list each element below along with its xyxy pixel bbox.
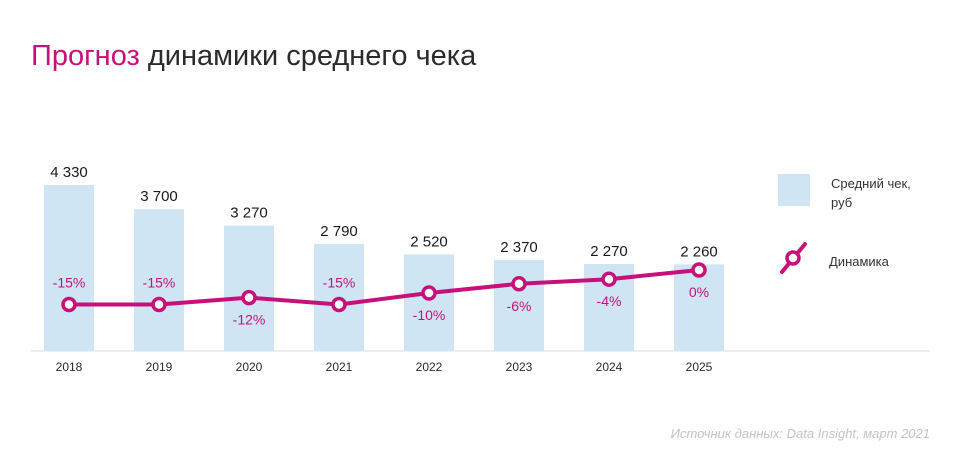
x-tick-label-2024: 2024 xyxy=(596,360,623,374)
dynamics-point-2024 xyxy=(601,271,617,287)
legend-bars-label: Средний чек, руб xyxy=(831,174,911,212)
bar-value-label-2018: 4 330 xyxy=(50,164,88,181)
bar-value-label-2023: 2 370 xyxy=(500,239,538,256)
dynamics-point-2022 xyxy=(421,285,437,301)
bar-value-label-2024: 2 270 xyxy=(590,243,628,260)
bar-value-label-2020: 3 270 xyxy=(230,205,268,222)
dynamics-point-2018 xyxy=(61,296,77,313)
dynamics-label-2021: -15% xyxy=(323,275,356,291)
x-tick-label-2019: 2019 xyxy=(146,360,173,374)
bar-2022 xyxy=(404,254,454,351)
bar-2023 xyxy=(494,260,544,351)
dynamics-label-2025: 0% xyxy=(689,284,709,300)
source-note: Источник данных: Data Insight, март 2021 xyxy=(670,426,930,441)
x-tick-label-2025: 2025 xyxy=(686,360,713,374)
legend-line-marker xyxy=(785,250,801,266)
title-accent: Прогноз xyxy=(31,40,140,72)
dynamics-point-2019 xyxy=(151,296,167,313)
dynamics-line xyxy=(69,268,700,307)
x-tick-label-2021: 2021 xyxy=(326,360,353,374)
dynamics-label-2018: -15% xyxy=(53,275,86,291)
bar-2020 xyxy=(224,225,274,351)
bar-value-label-2021: 2 790 xyxy=(320,223,358,240)
dynamics-point-2021 xyxy=(331,296,347,313)
dynamics-label-2019: -15% xyxy=(143,275,176,291)
bar-value-label-2022: 2 520 xyxy=(410,233,448,250)
bar-value-label-2025: 2 260 xyxy=(680,243,718,260)
dynamics-point-2020 xyxy=(241,289,257,306)
bar-2025 xyxy=(674,264,724,351)
x-tick-label-2023: 2023 xyxy=(506,360,533,374)
legend-bars-label-line1: Средний чек, xyxy=(831,176,911,191)
title-rest: динамики среднего чека xyxy=(147,40,477,72)
legend-bar-swatch xyxy=(778,174,810,206)
bar-value-label-2019: 3 700 xyxy=(140,188,178,205)
x-tick-label-2022: 2022 xyxy=(416,360,443,374)
dynamics-label-2022: -10% xyxy=(413,307,446,323)
chart-title: Прогноз динамики среднего чека xyxy=(31,40,476,73)
bar-2018 xyxy=(44,185,94,351)
x-tick-label-2018: 2018 xyxy=(56,360,83,374)
legend-line-label: Динамика xyxy=(829,254,889,269)
dynamics-point-2025 xyxy=(691,262,707,278)
dynamics-label-2024: -4% xyxy=(597,293,622,309)
dynamics-label-2020: -12% xyxy=(233,312,266,328)
dynamics-label-2023: -6% xyxy=(507,298,532,314)
x-tick-label-2020: 2020 xyxy=(236,360,263,374)
bar-2019 xyxy=(134,209,184,351)
dynamics-point-2023 xyxy=(511,276,527,292)
legend-bars-label-line2: руб xyxy=(831,195,853,210)
